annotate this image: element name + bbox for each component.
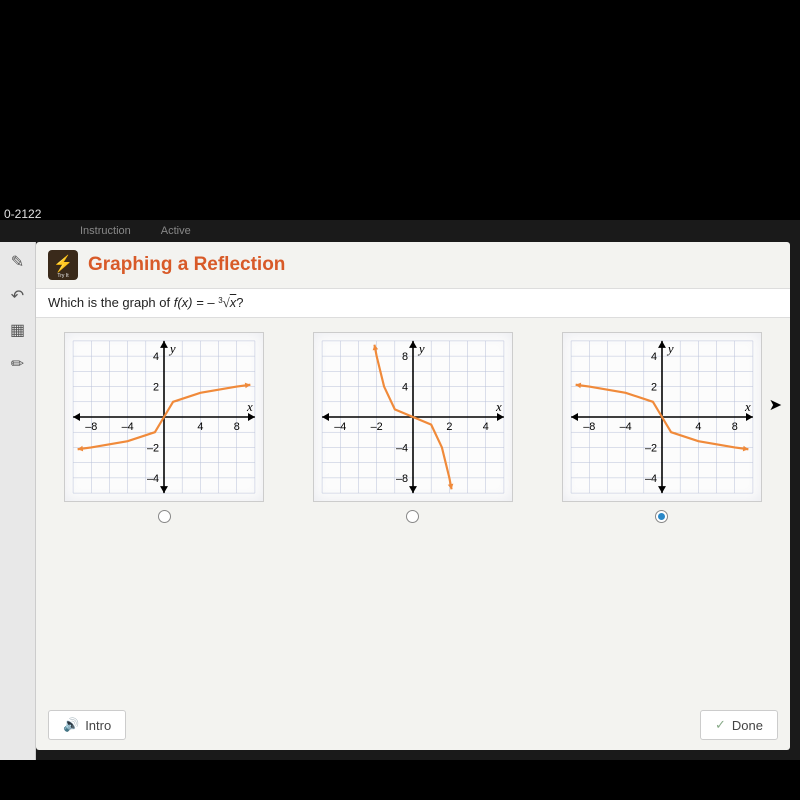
svg-text:4: 4 <box>198 421 204 433</box>
svg-text:4: 4 <box>651 351 657 363</box>
pencil-icon[interactable]: ✎ <box>8 252 28 272</box>
option-b[interactable]: –4 –2 2 4 –8 –4 4 8 x y <box>313 332 513 523</box>
done-button[interactable]: ✓ Done <box>700 710 778 740</box>
svg-text:8: 8 <box>234 421 240 433</box>
question-prefix: Which is the graph of <box>48 295 174 310</box>
intro-button[interactable]: 🔊 Intro <box>48 710 126 740</box>
svg-text:–2: –2 <box>371 421 383 433</box>
tab-bar: Instruction Active <box>0 220 800 242</box>
svg-text:4: 4 <box>402 382 408 394</box>
svg-text:–4: –4 <box>619 421 631 433</box>
svg-text:–4: –4 <box>645 473 657 485</box>
tab-active[interactable]: Active <box>161 225 191 237</box>
svg-text:x: x <box>246 400 253 414</box>
svg-text:y: y <box>666 342 674 356</box>
svg-text:–2: –2 <box>147 442 159 454</box>
svg-text:4: 4 <box>153 351 159 363</box>
calculator-icon[interactable]: ▦ <box>8 320 28 340</box>
svg-text:8: 8 <box>402 351 408 363</box>
svg-text:–2: –2 <box>645 442 657 454</box>
svg-text:2: 2 <box>153 382 159 394</box>
lesson-content: ⚡ Try It Graphing a Reflection Which is … <box>36 242 790 750</box>
svg-text:–8: –8 <box>583 421 595 433</box>
try-it-badge: ⚡ Try It <box>48 250 78 280</box>
graph-c: –8 –4 4 8 –4 –2 2 4 x y <box>562 332 762 502</box>
highlighter-icon[interactable]: ✏ <box>8 354 28 374</box>
svg-text:–4: –4 <box>334 421 346 433</box>
svg-text:–4: –4 <box>396 442 408 454</box>
svg-text:4: 4 <box>695 421 701 433</box>
try-it-label: Try It <box>57 273 68 279</box>
option-c[interactable]: –8 –4 4 8 –4 –2 2 4 x y <box>562 332 762 523</box>
option-a[interactable]: –8 –4 4 8 –4 –2 2 4 x y <box>64 332 264 523</box>
svg-text:4: 4 <box>483 421 489 433</box>
question-func: f(x) = – <box>174 295 215 310</box>
speaker-icon: 🔊 <box>63 717 79 733</box>
svg-text:–4: –4 <box>122 421 134 433</box>
check-icon: ✓ <box>715 717 726 733</box>
svg-text:2: 2 <box>651 382 657 394</box>
title-row: ⚡ Try It Graphing a Reflection <box>36 242 790 288</box>
radio-a[interactable] <box>158 510 171 523</box>
question-suffix: ? <box>236 295 243 310</box>
bottom-bar: 🔊 Intro ✓ Done <box>36 700 790 750</box>
undo-icon[interactable]: ↶ <box>8 286 28 306</box>
intro-label: Intro <box>85 718 111 733</box>
svg-text:–4: –4 <box>147 473 159 485</box>
svg-text:x: x <box>495 400 502 414</box>
lesson-title: Graphing a Reflection <box>88 254 285 276</box>
svg-text:–8: –8 <box>396 473 408 485</box>
radio-b[interactable] <box>406 510 419 523</box>
svg-text:–8: –8 <box>86 421 98 433</box>
side-toolbar: ✎ ↶ ▦ ✏ <box>0 242 36 760</box>
answer-options: –8–448–4–224xy –4–224–8–448xy –8–448–4–2… <box>36 318 790 527</box>
svg-text:8: 8 <box>731 421 737 433</box>
bolt-icon: ⚡ <box>53 257 73 273</box>
question-text: Which is the graph of f(x) = – 3√x? <box>36 288 790 318</box>
svg-text:y: y <box>417 342 425 356</box>
svg-text:2: 2 <box>446 421 452 433</box>
graph-a: –8 –4 4 8 –4 –2 2 4 x y <box>64 332 264 502</box>
svg-text:x: x <box>744 400 751 414</box>
app-screen: Instruction Active ✎ ↶ ▦ ✏ ⚡ Try It Grap… <box>0 220 800 760</box>
tab-instruction[interactable]: Instruction <box>80 225 131 237</box>
graph-b: –4 –2 2 4 –8 –4 4 8 x y <box>313 332 513 502</box>
svg-text:y: y <box>168 342 176 356</box>
done-label: Done <box>732 718 763 733</box>
radio-c[interactable] <box>655 510 668 523</box>
